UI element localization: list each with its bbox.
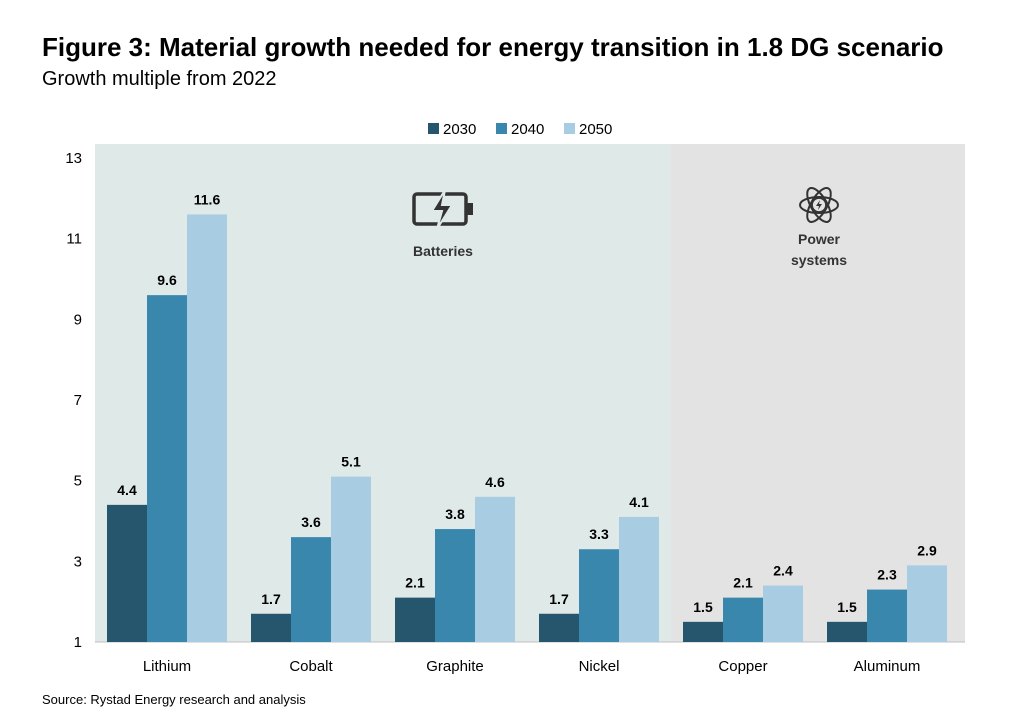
data-label: 2.1 [733,575,753,591]
bar-lithium-2050 [187,214,227,642]
bar-aluminum-2050 [907,565,947,642]
region-label: Power [798,231,841,247]
x-category-label: Nickel [579,658,620,675]
data-label: 4.1 [629,494,649,510]
bar-copper-2040 [723,597,763,642]
legend-swatch-2030 [428,123,439,134]
bar-aluminum-2040 [867,589,907,642]
x-category-label: Graphite [426,658,484,675]
legend-label: 2040 [511,121,544,138]
data-label: 2.3 [877,567,897,583]
bar-copper-2050 [763,585,803,642]
bar-copper-2030 [683,621,723,642]
x-category-label: Aluminum [854,658,921,675]
data-label: 11.6 [194,191,221,207]
y-tick-label: 3 [74,553,82,570]
region-label: systems [791,252,847,268]
bar-nickel-2040 [579,549,619,642]
y-tick-label: 7 [74,392,82,409]
data-label: 1.7 [549,591,569,607]
data-label: 2.4 [773,563,793,579]
data-label: 1.5 [693,599,713,615]
legend-swatch-2050 [564,123,575,134]
bar-cobalt-2040 [291,537,331,642]
data-label: 5.1 [341,454,361,470]
x-category-label: Cobalt [289,658,333,675]
bar-lithium-2030 [107,504,147,642]
data-label: 3.3 [589,526,609,542]
y-tick-label: 13 [65,150,82,167]
chart-subtitle: Growth multiple from 2022 [42,68,277,90]
bar-graphite-2030 [395,597,435,642]
bar-cobalt-2050 [331,476,371,642]
data-label: 2.1 [405,575,425,591]
bar-lithium-2040 [147,295,187,642]
x-category-label: Lithium [143,658,191,675]
x-category-label: Copper [718,658,767,675]
data-label: 1.5 [837,599,857,615]
battery-icon [412,189,473,230]
legend-label: 2030 [443,121,476,138]
atom-icon [799,187,839,223]
data-label: 1.7 [261,591,281,607]
bar-graphite-2050 [475,496,515,642]
data-label: 4.4 [117,482,137,498]
bar-graphite-2040 [435,529,475,642]
source-note: Source: Rystad Energy research and analy… [42,692,306,707]
bar-aluminum-2030 [827,621,867,642]
data-label: 9.6 [157,272,177,288]
region-label: Batteries [413,243,473,259]
data-label: 2.9 [917,542,937,558]
data-label: 3.8 [445,506,465,522]
chart-title: Figure 3: Material growth needed for ene… [42,32,944,62]
y-tick-label: 5 [74,473,82,490]
y-tick-label: 9 [74,311,82,328]
region-background-1 [671,144,965,642]
y-tick-label: 1 [74,634,82,651]
legend-swatch-2040 [496,123,507,134]
bar-cobalt-2030 [251,613,291,642]
bar-nickel-2030 [539,613,579,642]
bar-nickel-2050 [619,516,659,642]
data-label: 4.6 [485,474,505,490]
legend-label: 2050 [579,121,612,138]
data-label: 3.6 [301,514,321,530]
y-tick-label: 11 [66,231,82,248]
